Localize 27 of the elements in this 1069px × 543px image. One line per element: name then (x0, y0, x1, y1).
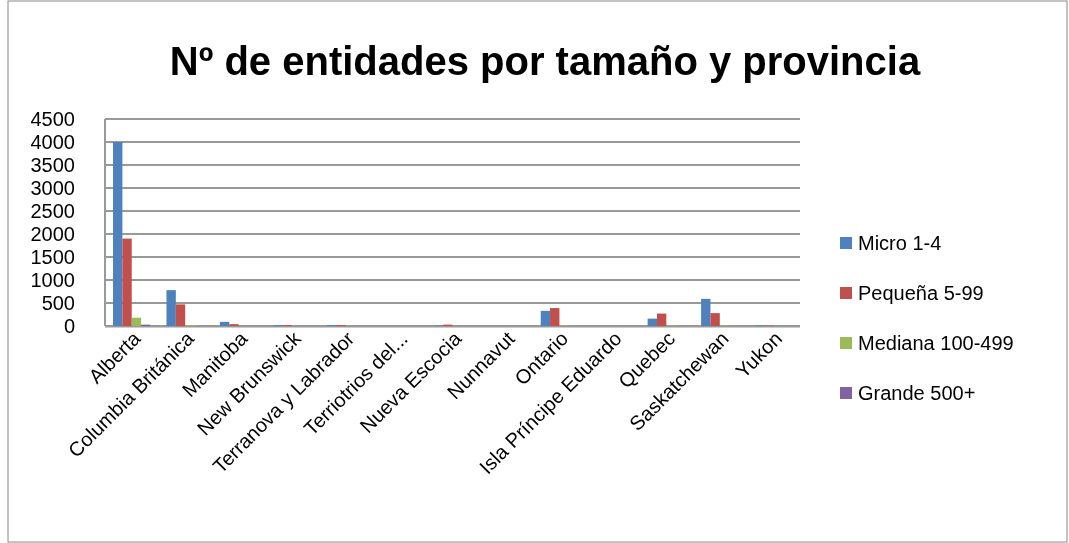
y-tick-label: 1000 (30, 269, 75, 291)
bar (540, 310, 551, 326)
bar (701, 298, 711, 326)
chart-title: Nº de entidades por tamaño y provincia (169, 39, 921, 83)
bar (131, 317, 142, 326)
y-tick-label: 3000 (30, 177, 75, 199)
y-tick-label: 2000 (30, 223, 75, 245)
bar (647, 318, 657, 326)
y-tick-label: 4500 (30, 108, 75, 130)
bar (113, 142, 123, 326)
bar (175, 304, 186, 326)
legend-label: Micro 1-4 (858, 232, 942, 254)
y-tick-label: 0 (63, 315, 75, 337)
bar (550, 308, 560, 326)
legend-label: Mediana 100-499 (858, 332, 1014, 354)
y-tick-label: 1500 (30, 246, 75, 268)
y-tick-label: 500 (41, 292, 75, 314)
y-tick-label: 3500 (30, 154, 75, 176)
bar (710, 313, 720, 326)
y-tick-label: 4000 (30, 131, 75, 153)
y-tick-label: 2500 (30, 200, 75, 222)
bar (122, 238, 132, 326)
bar (219, 321, 230, 326)
legend-label: Grande 500+ (858, 382, 976, 404)
legend-label: Pequeña 5-99 (858, 282, 984, 304)
bar (656, 313, 667, 326)
bar (166, 290, 176, 326)
